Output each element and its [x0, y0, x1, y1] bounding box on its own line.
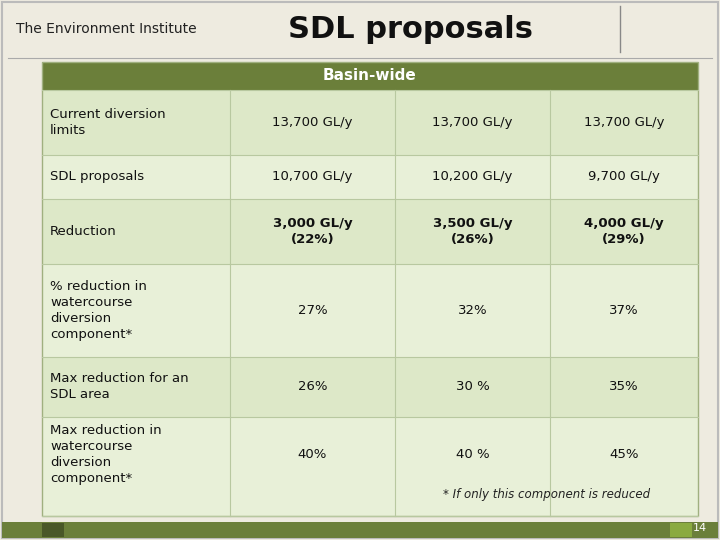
Text: 4,000 GL/y
(29%): 4,000 GL/y (29%) — [584, 217, 664, 246]
FancyBboxPatch shape — [2, 522, 718, 538]
Text: 40%: 40% — [298, 448, 327, 461]
Text: Basin-wide: Basin-wide — [323, 69, 417, 84]
Text: 13,700 GL/y: 13,700 GL/y — [584, 116, 665, 129]
Text: 32%: 32% — [458, 304, 487, 317]
Text: Reduction: Reduction — [50, 225, 117, 238]
FancyBboxPatch shape — [42, 523, 64, 537]
Text: 13,700 GL/y: 13,700 GL/y — [272, 116, 353, 129]
Text: 30 %: 30 % — [456, 380, 490, 393]
Text: 3,500 GL/y
(26%): 3,500 GL/y (26%) — [433, 217, 512, 246]
FancyBboxPatch shape — [42, 62, 698, 90]
Text: 37%: 37% — [609, 304, 639, 317]
FancyBboxPatch shape — [42, 357, 698, 417]
Text: 35%: 35% — [609, 380, 639, 393]
Text: 10,700 GL/y: 10,700 GL/y — [272, 171, 353, 184]
FancyBboxPatch shape — [670, 523, 692, 537]
Text: 26%: 26% — [298, 380, 328, 393]
Text: Max reduction for an
SDL area: Max reduction for an SDL area — [50, 373, 189, 401]
Text: 27%: 27% — [297, 304, 328, 317]
Text: 9,700 GL/y: 9,700 GL/y — [588, 171, 660, 184]
Text: 10,200 GL/y: 10,200 GL/y — [432, 171, 513, 184]
FancyBboxPatch shape — [42, 90, 698, 154]
Text: Current diversion
limits: Current diversion limits — [50, 108, 166, 137]
Text: * If only this component is reduced: * If only this component is reduced — [443, 488, 650, 501]
Text: SDL proposals: SDL proposals — [287, 15, 533, 44]
Text: % reduction in
watercourse
diversion
component*: % reduction in watercourse diversion com… — [50, 280, 147, 341]
FancyBboxPatch shape — [42, 417, 698, 516]
FancyBboxPatch shape — [42, 199, 698, 264]
Text: 45%: 45% — [609, 448, 639, 461]
Text: Max reduction in
watercourse
diversion
component*: Max reduction in watercourse diversion c… — [50, 424, 161, 485]
Text: SDL proposals: SDL proposals — [50, 171, 144, 184]
Text: 14: 14 — [693, 523, 707, 533]
Text: 13,700 GL/y: 13,700 GL/y — [432, 116, 513, 129]
FancyBboxPatch shape — [42, 264, 698, 357]
FancyBboxPatch shape — [42, 154, 698, 199]
Text: 40 %: 40 % — [456, 448, 490, 461]
Text: 3,000 GL/y
(22%): 3,000 GL/y (22%) — [273, 217, 352, 246]
Text: The Environment Institute: The Environment Institute — [16, 22, 197, 36]
